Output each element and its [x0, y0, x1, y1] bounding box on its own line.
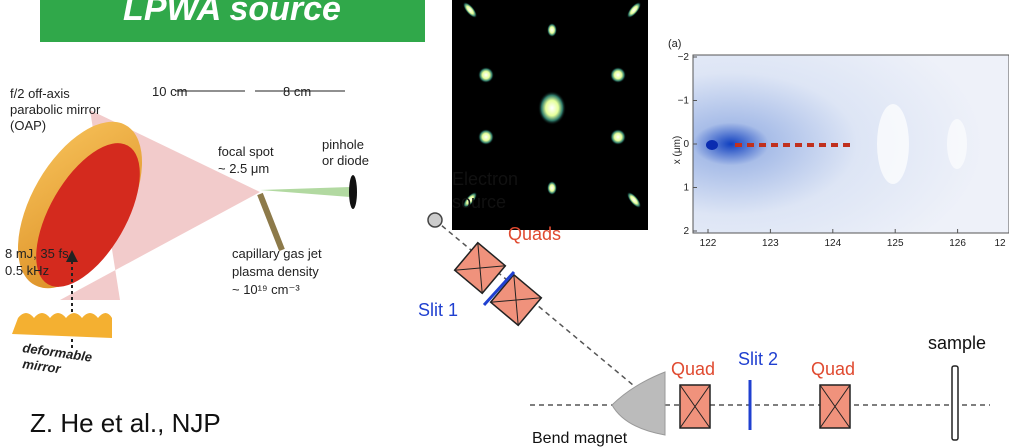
pinhole: [349, 175, 357, 209]
focal-spot-label: focal spot: [218, 144, 274, 159]
x-tick-label: 123: [762, 238, 779, 249]
laser-params: 8 mJ, 35 fs,: [5, 246, 72, 261]
y-tick-label: −1: [678, 96, 690, 107]
laser-head: [706, 140, 718, 150]
quad-label: Quad: [811, 359, 855, 379]
distance-label: 8 cm: [283, 84, 311, 99]
x-tick-label: 125: [887, 238, 904, 249]
electron-source: [428, 213, 442, 227]
x-tick-label: 126: [949, 238, 966, 249]
mirror-label: (OAP): [10, 118, 46, 133]
source-label: source: [452, 192, 506, 212]
quad-label: Quad: [671, 359, 715, 379]
y-tick-label: 0: [683, 139, 689, 150]
x-tick-label: 122: [700, 238, 717, 249]
sample: [952, 366, 958, 440]
banner-title: LPWA source: [123, 0, 341, 28]
quads-label: Quads: [508, 224, 561, 244]
focal-spot-label: ~ 2.5 μm: [218, 161, 269, 176]
y-axis-label: x (μm): [672, 136, 683, 165]
x-tick-label: 124: [824, 238, 841, 249]
distance-label: 10 cm: [152, 84, 187, 99]
bend-magnet: [612, 372, 665, 435]
quad-magnet: [680, 385, 710, 428]
source-label: Electron: [452, 169, 518, 189]
bend-label: Bend magnet: [532, 430, 628, 447]
y-tick-label: 2: [683, 226, 689, 237]
laser-setup: [0, 91, 357, 348]
plasma-bubble: [947, 119, 967, 169]
plasma-bubble: [877, 104, 909, 184]
citation: Z. He et al., NJP: [30, 408, 221, 438]
mirror-label: f/2 off-axis: [10, 86, 70, 101]
central-spot: [538, 91, 566, 125]
slide: LPWA source f/2 off-axis parabolic mirro…: [0, 0, 1009, 447]
slit-label: Slit 2: [738, 349, 778, 369]
detector-label: pinhole: [322, 137, 364, 152]
gas-jet-label: capillary gas jet: [232, 246, 322, 261]
slit-label: Slit 1: [418, 300, 458, 320]
gas-jet-label: plasma density: [232, 264, 319, 279]
detector-label: or diode: [322, 153, 369, 168]
side-spot: [547, 181, 557, 195]
beam-path: [435, 220, 645, 395]
page: LPWA source f/2 off-axis parabolic mirro…: [0, 0, 1009, 447]
gas-jet-label: ~ 10¹⁹ cm⁻³: [232, 282, 300, 297]
y-tick-label: 1: [683, 183, 689, 194]
mirror-label: parabolic mirror: [10, 102, 101, 117]
side-spot: [478, 67, 494, 83]
side-spot: [547, 23, 557, 37]
sample-label: sample: [928, 333, 986, 353]
gas-jet-beam: [260, 187, 350, 197]
deformable-mirror: [12, 313, 112, 338]
panel-label: (a): [668, 38, 681, 50]
side-spot: [610, 67, 626, 83]
side-spot: [478, 129, 494, 145]
y-tick-label: −2: [678, 52, 690, 63]
x-tick-label: 12: [994, 238, 1006, 249]
gas-jet: [260, 194, 282, 250]
laser-params: 0.5 kHz: [5, 263, 49, 278]
quad-magnet: [820, 385, 850, 428]
side-spot: [610, 129, 626, 145]
quad-magnet: [491, 275, 542, 326]
quad-magnet: [455, 243, 506, 294]
